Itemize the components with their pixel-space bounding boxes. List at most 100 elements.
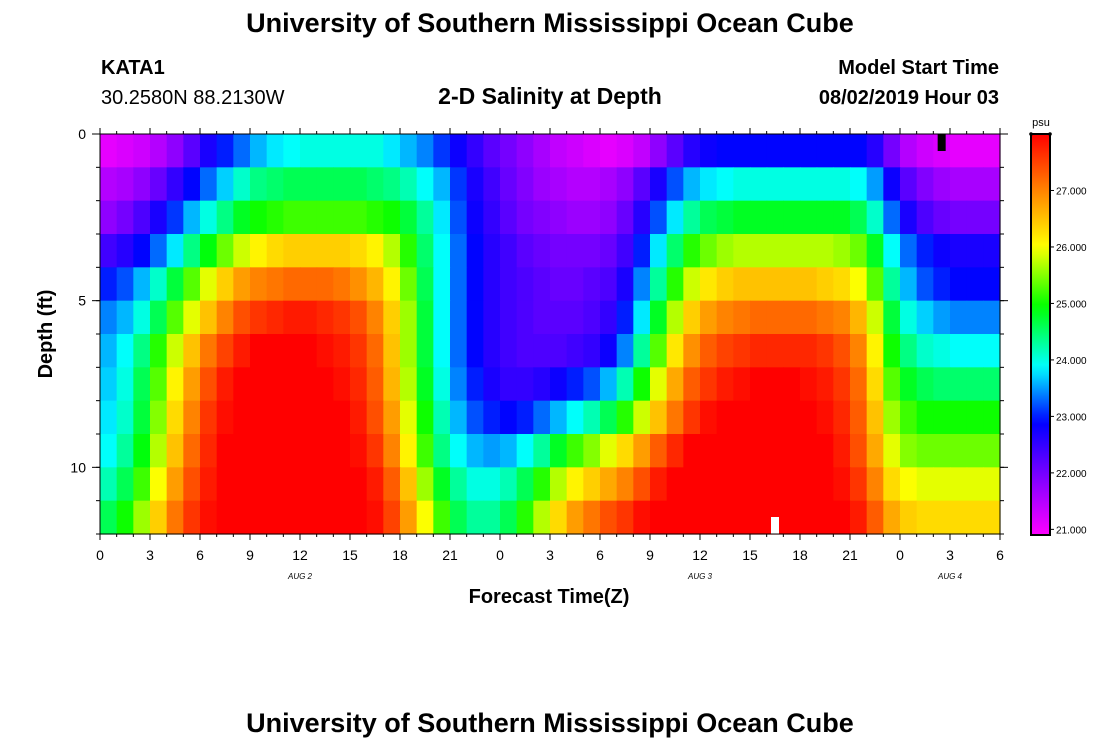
heatmap-cell: [816, 367, 834, 402]
date-label: AUG 3: [687, 572, 713, 581]
heatmap-cell: [400, 400, 418, 435]
heatmap-cell: [950, 467, 968, 502]
heatmap-cell: [116, 434, 134, 468]
heatmap-cell: [383, 200, 401, 235]
heatmap-cell: [633, 267, 651, 302]
heatmap-cell: [800, 334, 818, 368]
heatmap-cell: [350, 267, 368, 302]
heatmap-cell: [166, 400, 184, 435]
heatmap-cell: [633, 434, 651, 468]
heatmap-cell: [466, 434, 484, 468]
heatmap-cell: [783, 300, 801, 335]
heatmap-cell: [833, 400, 851, 435]
heatmap-cell: [883, 300, 901, 335]
heatmap-cell: [916, 300, 934, 335]
heatmap-cell: [366, 400, 384, 435]
heatmap-cell: [150, 467, 168, 502]
heatmap-cell: [350, 134, 368, 168]
heatmap-cell: [716, 467, 734, 502]
heatmap-cell: [333, 434, 351, 468]
heatmap-cell: [883, 200, 901, 235]
x-axis-label: Forecast Time(Z): [469, 586, 630, 608]
heatmap-cell: [316, 434, 334, 468]
heatmap-cell: [200, 434, 218, 468]
heatmap-cell: [183, 134, 201, 168]
heatmap-cell: [600, 434, 618, 468]
heatmap-cell: [700, 200, 718, 235]
heatmap-cell: [366, 434, 384, 468]
heatmap-cell: [916, 234, 934, 268]
heatmap-cell: [750, 134, 768, 168]
time-marker: [771, 517, 779, 534]
colorbar-gradient: [1030, 133, 1051, 536]
heatmap-cell: [166, 134, 184, 168]
heatmap-cell: [216, 467, 234, 502]
heatmap-cell: [366, 167, 384, 202]
heatmap-cell: [900, 434, 918, 468]
heatmap-cell: [266, 200, 284, 235]
heatmap-cell: [100, 367, 118, 402]
heatmap-cell: [783, 467, 801, 502]
heatmap-cell: [100, 300, 118, 335]
heatmap-cell: [416, 434, 434, 468]
heatmap-cell: [800, 134, 818, 168]
heatmap-cell: [300, 434, 318, 468]
heatmap-cell: [233, 400, 251, 435]
heatmap-cell: [866, 467, 884, 502]
heatmap-cell: [550, 500, 568, 535]
heatmap-cell: [950, 400, 968, 435]
heatmap-cell: [733, 500, 751, 535]
heatmap-cell: [816, 300, 834, 335]
heatmap-cell: [133, 167, 151, 202]
main-title: University of Southern Mississippi Ocean…: [246, 8, 854, 38]
heatmap-cell: [833, 167, 851, 202]
heatmap-cell: [966, 200, 984, 235]
heatmap-cell: [716, 434, 734, 468]
x-tick-label: 12: [292, 547, 308, 563]
heatmap-cell: [566, 267, 584, 302]
heatmap-cell: [450, 267, 468, 302]
heatmap-cell: [800, 200, 818, 235]
heatmap-cell: [950, 300, 968, 335]
heatmap-cell: [933, 200, 951, 235]
heatmap-cell: [416, 500, 434, 535]
heatmap-cell: [500, 267, 518, 302]
heatmap-cell: [933, 500, 951, 535]
heatmap-cell: [516, 300, 534, 335]
heatmap-cell: [833, 434, 851, 468]
heatmap-cell: [983, 234, 1001, 268]
x-tick-label: 0: [96, 547, 104, 563]
heatmap-cell: [450, 234, 468, 268]
heatmap-cell: [616, 267, 634, 302]
heatmap-cell: [650, 267, 668, 302]
heatmap-cell: [133, 134, 151, 168]
heatmap-cell: [150, 134, 168, 168]
heatmap-cell: [333, 200, 351, 235]
heatmap-cell: [366, 267, 384, 302]
heatmap-cell: [633, 500, 651, 535]
heatmap-cell: [616, 167, 634, 202]
heatmap-cell: [883, 400, 901, 435]
heatmap-cell: [333, 267, 351, 302]
heatmap-cell: [250, 500, 268, 535]
heatmap-cell: [933, 234, 951, 268]
heatmap-cell: [783, 400, 801, 435]
heatmap-cell: [900, 267, 918, 302]
heatmap-cell: [783, 500, 801, 535]
heatmap-cell: [683, 367, 701, 402]
heatmap-cell: [516, 234, 534, 268]
heatmap-cell: [433, 300, 451, 335]
heatmap-cell: [816, 400, 834, 435]
heatmap-cell: [733, 300, 751, 335]
heatmap-cell: [266, 334, 284, 368]
heatmap-cell: [900, 167, 918, 202]
heatmap-cell: [966, 267, 984, 302]
heatmap-cell: [866, 334, 884, 368]
heatmap-cell: [250, 200, 268, 235]
heatmap-cell: [666, 467, 684, 502]
heatmap-cell: [216, 267, 234, 302]
heatmap-cell: [966, 300, 984, 335]
heatmap-cell: [483, 467, 501, 502]
heatmap-cell: [566, 500, 584, 535]
